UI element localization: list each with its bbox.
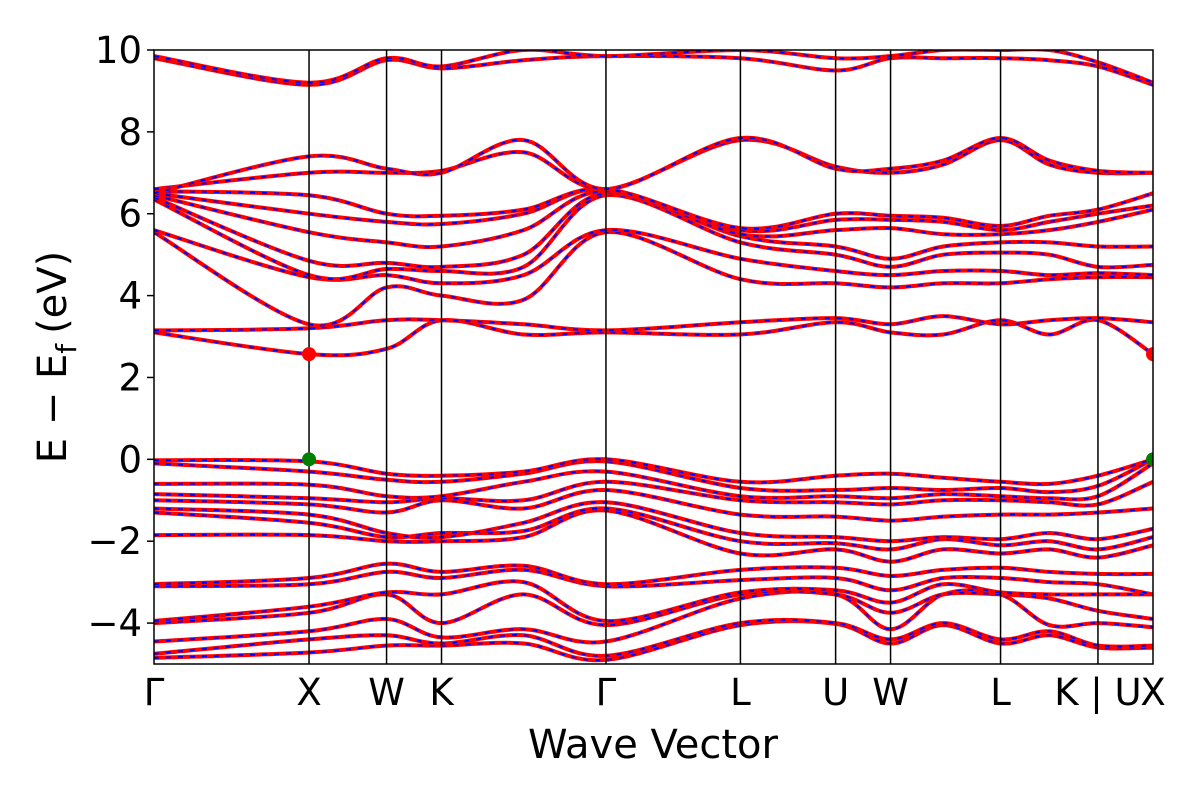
vbm-marker-3 [1146,452,1153,467]
y-axis-title-unit: (eV) [30,251,76,334]
band-line-overlay-25 [154,136,1153,195]
y-tick-label-6: 8 [118,111,142,154]
band-line-overlay-26 [154,54,1153,86]
band-line-overlay-9 [154,501,1153,543]
x-tick-label-7: W [872,671,909,714]
x-tick-label-0: Γ [144,671,165,714]
band-line-overlay-23 [154,187,1153,230]
band-line-19 [154,193,1153,282]
high-symmetry-lines [308,50,1099,664]
x-axis-title: Wave Vector [528,722,779,768]
x-tick-label-6: U [822,671,849,714]
x-tick-label-9: K | U [1054,671,1141,714]
band-line-26 [154,53,1153,87]
band-line-overlay-4 [154,580,1153,623]
band-line-24 [154,137,1153,192]
band-line-overlay-0 [154,620,1153,662]
y-tick-label-3: 2 [118,356,142,399]
cbm-marker-0 [302,347,317,362]
x-tick-label-2: W [368,671,405,714]
y-axis-title-main: E − E [30,354,76,464]
band-line-overlay-17 [154,231,1153,327]
band-line-overlay-18 [154,228,1153,285]
y-tick-label-1: −2 [87,520,142,563]
cbm-marker-1 [1146,347,1153,362]
band-line-overlay-1 [154,618,1153,657]
x-tick-label-1: X [296,671,321,714]
band-line-25 [154,135,1153,196]
y-tick-label-2: 0 [118,438,142,481]
band-line-overlay-8 [154,507,1153,551]
band-line-overlay-22 [154,188,1153,233]
band-line-overlay-15 [154,318,1153,357]
band-line-overlay-10 [154,488,1153,522]
band-line-23 [154,186,1153,231]
y-tick-label-7: 10 [95,29,142,72]
y-axis-title: E − Ef (eV) [30,251,83,464]
band-line-overlay-21 [154,190,1153,249]
vbm-marker-2 [302,452,317,467]
band-line-overlay-24 [154,138,1153,191]
band-line-27 [154,50,1153,85]
y-axis-ticks: −4 −2 0 2 4 6 8 10 [87,29,154,645]
plot-frame [153,49,1154,665]
x-tick-label-4: Γ [596,671,617,714]
y-axis-title-subscript: f [50,343,83,354]
y-tick-label-4: 4 [118,275,142,318]
band-line-17 [154,230,1153,328]
x-tick-label-8: L [990,671,1011,714]
y-tick-label-5: 6 [118,193,142,236]
y-tick-label-0: −4 [87,602,142,645]
band-line-overlay-7 [154,509,1153,563]
special-points-layer [302,347,1153,467]
x-tick-label-10: X [1140,671,1165,714]
x-tick-label-3: K [429,671,455,714]
band-line-overlay-16 [154,315,1153,332]
x-tick-label-5: L [730,671,751,714]
